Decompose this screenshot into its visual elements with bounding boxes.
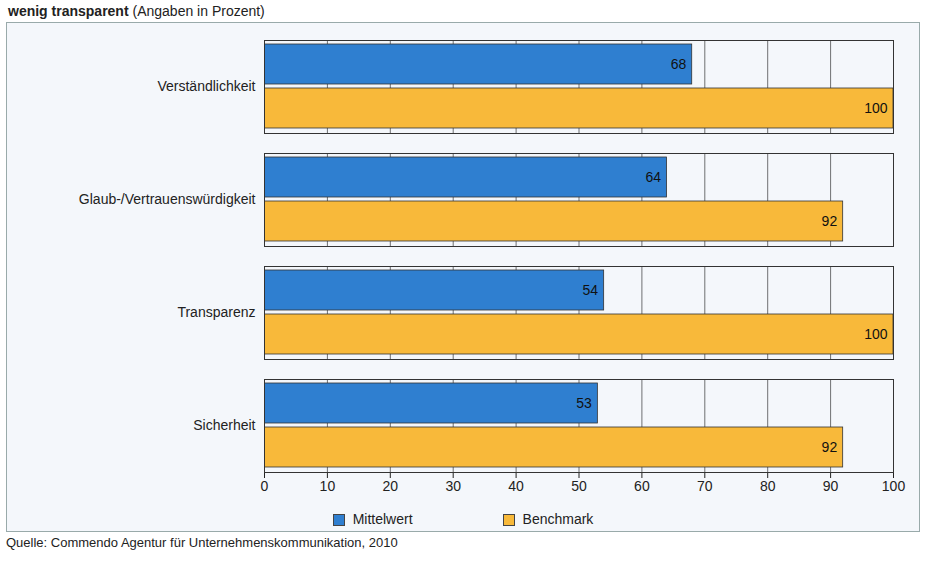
svg-text:92: 92 <box>822 213 838 229</box>
svg-text:68: 68 <box>671 56 687 72</box>
svg-text:80: 80 <box>760 478 776 494</box>
html-text:wenig transparent (Angaben in: wenig transparent (Angaben in Prozent) <box>8 3 265 19</box>
svg-text:60: 60 <box>634 478 650 494</box>
svg-text:Sicherheit: Sicherheit <box>193 417 255 433</box>
svg-text:64: 64 <box>645 169 661 185</box>
html-text:Benchmark: Benchmark <box>522 511 594 527</box>
svg-text:90: 90 <box>823 478 839 494</box>
svg-text:10: 10 <box>320 478 336 494</box>
svg-text:92: 92 <box>822 439 838 455</box>
html-text:Quelle: Commendo Agentur für U: Quelle: Commendo Agentur für Unternehmen… <box>6 535 398 550</box>
svg-text:100: 100 <box>864 326 888 342</box>
svg-text:53: 53 <box>576 395 592 411</box>
svg-text:70: 70 <box>697 478 713 494</box>
svg-text:20: 20 <box>383 478 399 494</box>
svg-text:Transparenz: Transparenz <box>177 304 255 320</box>
svg-text:Verständlichkeit: Verständlichkeit <box>157 78 255 94</box>
html-text:Mittelwert: Mittelwert <box>352 511 413 527</box>
svg-text:100: 100 <box>864 100 888 116</box>
svg-text:Glaub-/Vertrauenswürdigkeit: Glaub-/Vertrauenswürdigkeit <box>79 191 256 207</box>
svg-text:0: 0 <box>261 478 269 494</box>
svg-text:40: 40 <box>508 478 524 494</box>
svg-text:100: 100 <box>882 478 906 494</box>
svg-text:50: 50 <box>571 478 587 494</box>
svg-text:54: 54 <box>583 282 599 298</box>
svg-text:30: 30 <box>445 478 461 494</box>
